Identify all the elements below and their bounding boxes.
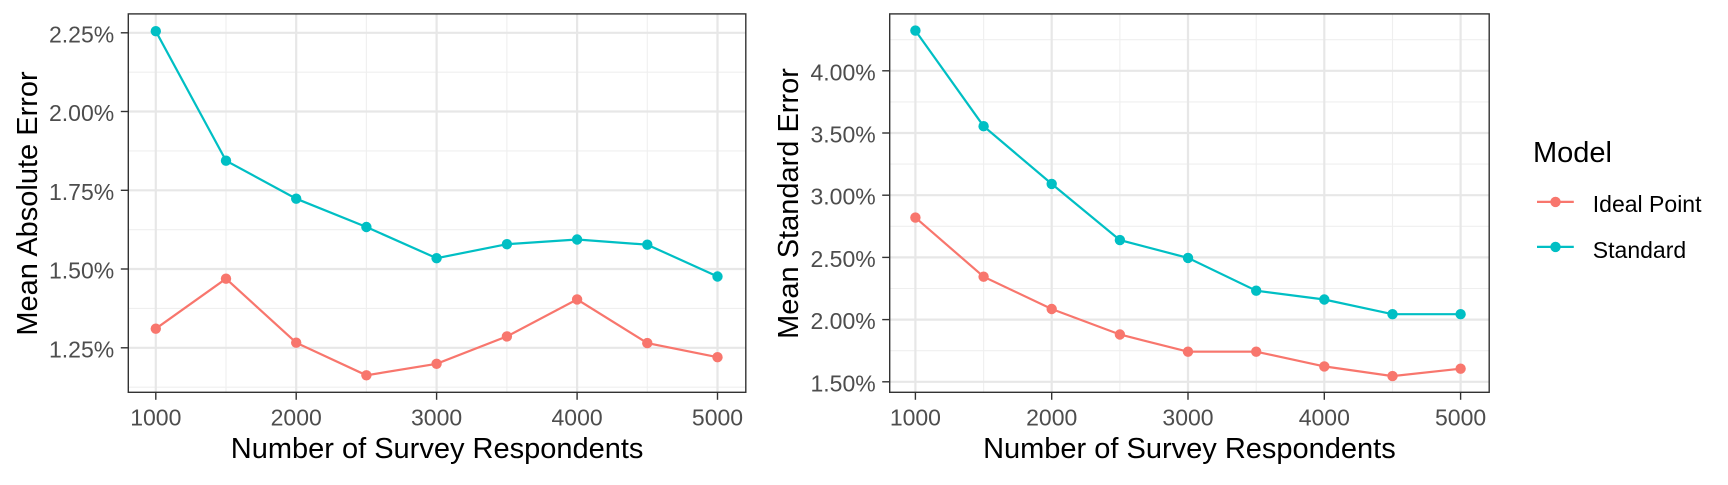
svg-text:1.50%: 1.50%: [49, 258, 114, 284]
svg-text:5000: 5000: [1435, 404, 1486, 430]
svg-text:3000: 3000: [411, 404, 462, 430]
svg-text:1.25%: 1.25%: [49, 336, 114, 362]
svg-text:1000: 1000: [130, 404, 181, 430]
svg-text:Standard: Standard: [1593, 237, 1686, 263]
svg-text:2.00%: 2.00%: [49, 100, 114, 126]
svg-text:3000: 3000: [1162, 404, 1213, 430]
svg-text:Ideal Point: Ideal Point: [1593, 191, 1702, 217]
svg-text:Number of Survey Respondents: Number of Survey Respondents: [231, 433, 644, 465]
svg-text:4000: 4000: [552, 404, 603, 430]
svg-text:4.00%: 4.00%: [810, 59, 875, 85]
svg-text:Number of Survey Respondents: Number of Survey Respondents: [983, 433, 1396, 465]
svg-text:Model: Model: [1533, 137, 1612, 169]
svg-text:2000: 2000: [271, 404, 322, 430]
svg-text:3.00%: 3.00%: [810, 184, 875, 210]
svg-text:3.50%: 3.50%: [810, 122, 875, 148]
svg-text:1.75%: 1.75%: [49, 179, 114, 205]
svg-text:1.50%: 1.50%: [810, 370, 875, 396]
svg-text:Mean Standard Error: Mean Standard Error: [773, 68, 805, 339]
svg-text:4000: 4000: [1299, 404, 1350, 430]
svg-text:5000: 5000: [692, 404, 743, 430]
svg-text:2000: 2000: [1026, 404, 1077, 430]
svg-text:Mean Absolute Error: Mean Absolute Error: [12, 71, 44, 336]
svg-text:2.25%: 2.25%: [49, 21, 114, 47]
svg-text:1000: 1000: [890, 404, 941, 430]
svg-text:2.00%: 2.00%: [810, 308, 875, 334]
svg-text:2.50%: 2.50%: [810, 246, 875, 272]
